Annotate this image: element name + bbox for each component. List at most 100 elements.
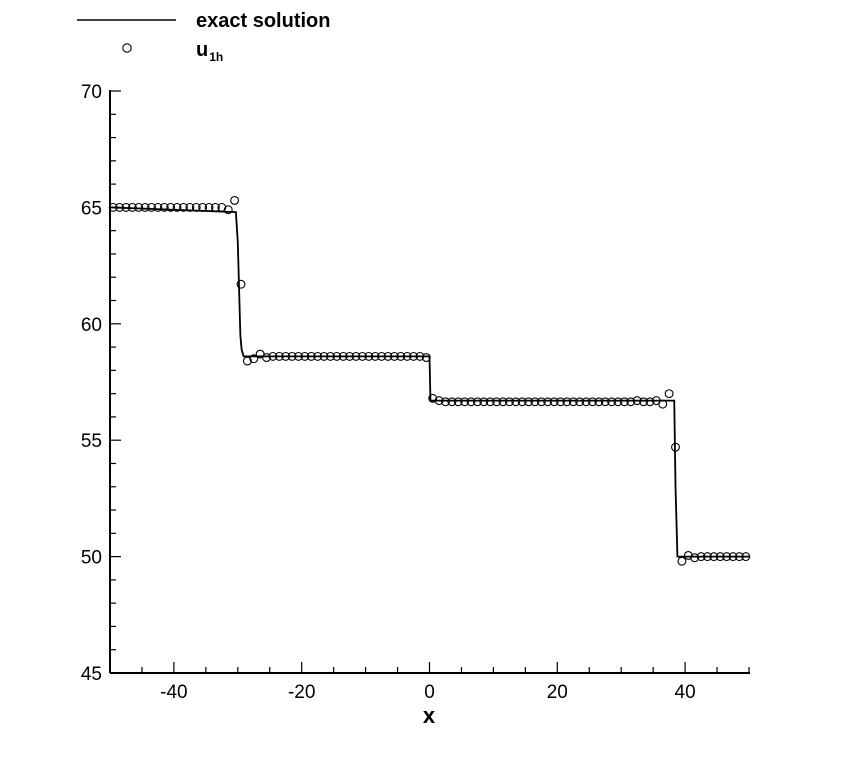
- u1h-marker: [377, 351, 387, 361]
- u1h-marker: [300, 351, 310, 361]
- u1h-marker: [677, 556, 687, 566]
- u1h-marker: [504, 397, 514, 407]
- u1h-marker: [728, 552, 738, 562]
- y-tick-label: 65: [81, 198, 102, 219]
- u1h-marker: [268, 351, 278, 361]
- u1h-marker: [536, 397, 546, 407]
- x-tick-label: 20: [547, 682, 568, 703]
- u1h-marker: [134, 202, 144, 212]
- u1h-marker: [562, 397, 572, 407]
- legend-label-u1h: u1h: [196, 39, 223, 64]
- u1h-marker: [556, 397, 565, 407]
- x-axis-title: x: [423, 703, 436, 728]
- u1h-marker: [185, 202, 195, 212]
- x-tick-label: 40: [675, 682, 696, 703]
- u1h-marker: [658, 399, 668, 409]
- u1h-marker: [428, 393, 438, 403]
- u1h-marker: [121, 202, 131, 212]
- u1h-marker: [479, 397, 489, 407]
- u1h-marker: [351, 351, 361, 361]
- u1h-marker: [619, 397, 629, 407]
- legend: exact solution u1h: [77, 10, 330, 64]
- y-tick-label: 70: [81, 82, 102, 103]
- u1h-marker: [281, 351, 291, 361]
- u1h-marker: [274, 351, 284, 361]
- u1h-marker: [587, 397, 597, 407]
- u1h-marker: [690, 553, 700, 563]
- u1h-marker: [639, 397, 649, 407]
- u1h-marker: [645, 397, 655, 407]
- u1h-marker: [262, 353, 272, 363]
- u1h-marker: [703, 552, 712, 562]
- u1h-marker: [434, 396, 444, 406]
- u1h-marker: [581, 397, 591, 407]
- u1h-marker: [153, 202, 163, 212]
- u1h-marker: [172, 202, 182, 212]
- u1h-marker: [204, 202, 214, 212]
- u1h-marker: [319, 351, 329, 361]
- u1h-marker: [568, 397, 578, 407]
- u1h-marker: [338, 351, 348, 361]
- y-tick-label: 55: [81, 431, 102, 452]
- u1h-marker: [734, 552, 744, 562]
- u1h-marker: [607, 397, 617, 407]
- y-tick-label: 60: [81, 315, 102, 336]
- exact-solution-line: [109, 206, 749, 558]
- x-tick-label: -40: [160, 682, 187, 703]
- u1h-marker: [191, 202, 201, 212]
- x-tick-label: 0: [424, 682, 435, 703]
- u1h-marker: [370, 351, 380, 361]
- u1h-marker: [236, 279, 246, 289]
- u1h-marker: [198, 202, 208, 212]
- u1h-marker: [600, 397, 610, 407]
- u1h-marker: [294, 351, 303, 361]
- u1h-marker: [166, 202, 176, 212]
- u1h-marker: [326, 351, 335, 361]
- u1h-marker: [127, 202, 137, 212]
- u1h-marker: [364, 351, 374, 361]
- u1h-marker: [345, 351, 355, 361]
- u1h-marker: [396, 351, 406, 361]
- u1h-marker: [159, 202, 169, 212]
- u1h-marker: [179, 202, 188, 212]
- x-tick-label: -20: [288, 682, 315, 703]
- u1h-marker: [409, 351, 418, 361]
- u1h-marker: [389, 351, 399, 361]
- u1h-marker: [492, 397, 502, 407]
- u1h-marker: [287, 351, 297, 361]
- u1h-marker: [696, 552, 706, 562]
- u1h-marker: [741, 552, 751, 562]
- u1h-marker: [632, 396, 642, 406]
- u1h-marker: [357, 351, 367, 361]
- u1h-marker: [402, 351, 412, 361]
- u1h-marker: [543, 397, 553, 407]
- u1h-marker: [453, 397, 463, 407]
- legend-label-u-subscript: 1h: [209, 50, 223, 64]
- u1h-marker: [242, 356, 252, 366]
- u1h-marker: [230, 195, 240, 205]
- u1h-marker: [671, 442, 680, 452]
- u1h-marker: [511, 397, 521, 407]
- u1h-marker: [530, 397, 540, 407]
- u1h-marker-group: [108, 195, 751, 566]
- u1h-marker: [460, 397, 470, 407]
- u1h-marker: [517, 397, 527, 407]
- u1h-marker: [447, 397, 457, 407]
- u1h-marker: [683, 550, 693, 560]
- legend-circle-swatch: [122, 43, 132, 53]
- u1h-marker: [715, 552, 725, 562]
- u1h-marker: [415, 351, 425, 361]
- y-tick-label: 50: [81, 548, 102, 569]
- u1h-marker: [223, 205, 233, 215]
- u1h-marker: [709, 552, 719, 562]
- u1h-marker: [472, 397, 482, 407]
- u1h-marker: [722, 552, 732, 562]
- u1h-marker: [441, 397, 450, 407]
- u1h-marker: [524, 397, 533, 407]
- u1h-marker: [575, 397, 585, 407]
- u1h-marker: [217, 202, 227, 212]
- u1h-marker: [466, 397, 476, 407]
- u1h-marker: [594, 397, 604, 407]
- u1h-marker: [421, 353, 431, 363]
